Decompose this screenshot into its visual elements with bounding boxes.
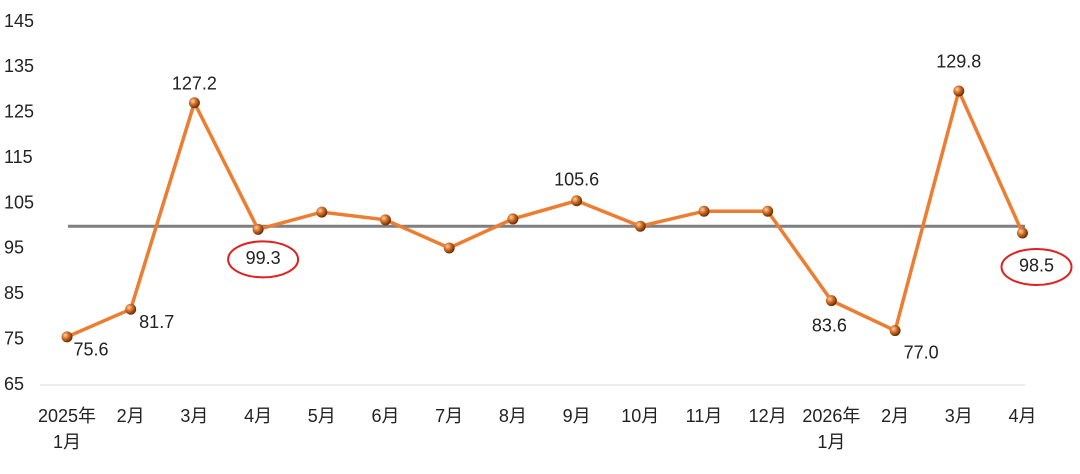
x-tick-label: 2025年 1月: [37, 406, 97, 452]
y-tick-label: 145: [4, 11, 34, 31]
data-label: 77.0: [904, 342, 939, 362]
x-tick-label: 2月: [116, 406, 145, 426]
x-tick-label: 5月: [307, 406, 336, 426]
marker: [634, 220, 646, 232]
highlight-ellipse: [227, 240, 300, 279]
y-tick-label: 135: [4, 56, 34, 76]
data-label: 105.6: [554, 170, 599, 190]
data-label: 81.7: [139, 312, 174, 332]
marker: [889, 325, 901, 337]
marker: [698, 205, 710, 217]
data-label: 98.5: [1019, 256, 1054, 276]
marker: [507, 213, 519, 225]
x-tick-label: 10月: [621, 406, 660, 426]
x-tick-label: 4月: [1008, 406, 1037, 426]
y-tick-label: 65: [4, 374, 24, 394]
marker: [571, 195, 583, 207]
marker: [316, 206, 328, 218]
x-tick-label: 3月: [180, 406, 209, 426]
marker: [953, 85, 965, 97]
marker: [380, 214, 391, 226]
y-tick-label: 125: [4, 102, 34, 122]
x-tick-label: 2月: [881, 406, 910, 426]
x-tick-label: 2026年 1月: [802, 406, 861, 452]
marker: [762, 205, 774, 217]
marker: [443, 242, 455, 254]
marker: [125, 303, 137, 315]
x-tick-label: 9月: [562, 406, 591, 426]
marker: [825, 295, 837, 307]
data-label: 83.6: [812, 315, 847, 335]
y-tick-label: 115: [4, 147, 33, 167]
x-tick-label: 12月: [748, 406, 787, 426]
marker: [61, 331, 73, 343]
x-tick-label: 3月: [944, 406, 973, 426]
highlight-ellipse: [1000, 247, 1073, 286]
data-label: 129.8: [936, 52, 981, 72]
y-tick-label: 85: [4, 283, 24, 303]
marker: [1017, 227, 1028, 239]
marker: [252, 223, 264, 235]
x-tick-label: 4月: [244, 406, 273, 426]
x-tick-label: 8月: [498, 406, 527, 426]
series-line: [66, 85, 1025, 339]
x-tick-label: 11月: [685, 406, 723, 426]
y-tick-label: 75: [4, 328, 24, 348]
data-label: 127.2: [172, 74, 217, 94]
x-tick-label: 6月: [371, 406, 400, 426]
x-tick-label: 7月: [435, 406, 464, 426]
data-label: 99.3: [246, 248, 281, 268]
data-label: 75.6: [73, 340, 108, 360]
marker: [188, 97, 200, 109]
y-tick-label: 105: [4, 192, 34, 212]
y-tick-label: 95: [4, 238, 24, 258]
